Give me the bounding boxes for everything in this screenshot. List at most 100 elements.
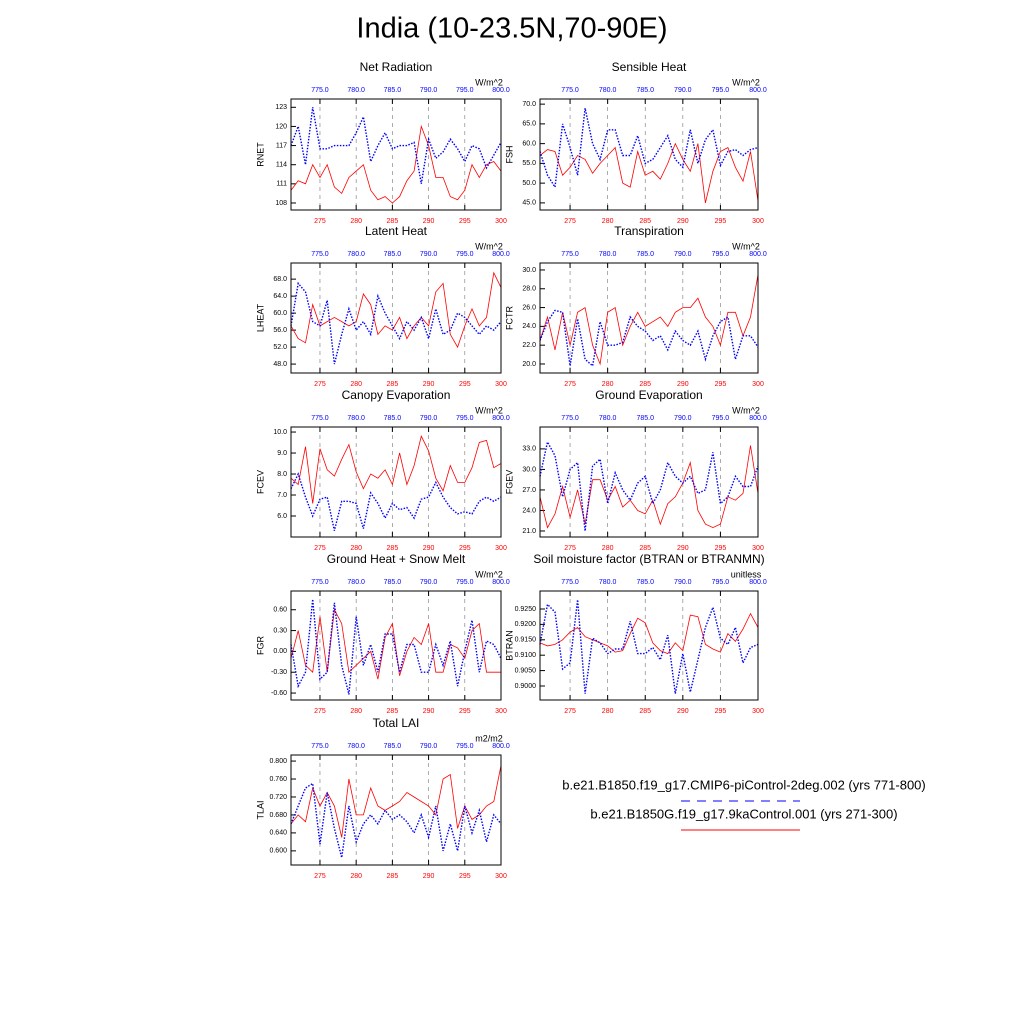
x-tick-label: 300: [752, 545, 764, 552]
x2-tick-label: 780.0: [599, 579, 617, 586]
x2-tick-label: 800.0: [492, 87, 510, 94]
units-label: W/m^2: [732, 77, 760, 87]
y-tick-label: 21.0: [522, 528, 536, 535]
y-tick-label: 20.0: [522, 361, 536, 368]
y-tick-label: 10.0: [273, 429, 287, 436]
x-tick-label: 290: [677, 708, 689, 715]
x-tick-label: 285: [639, 218, 651, 225]
y-tick-label: 0.800: [269, 758, 287, 765]
x-tick-label: 275: [314, 218, 326, 225]
y-tick-label: 111: [276, 181, 287, 188]
x2-tick-label: 780.0: [599, 251, 617, 258]
y-tick-label: 0.9150: [515, 637, 537, 644]
y-axis-label: BTRAN: [504, 630, 514, 661]
series-line: [290, 124, 502, 204]
series-line: [539, 107, 759, 190]
y-tick-label: 0.60: [273, 607, 287, 614]
x2-tick-label: 775.0: [311, 251, 329, 258]
x2-tick-label: 785.0: [384, 415, 402, 422]
x-tick-label: 295: [459, 873, 471, 880]
series-line: [539, 599, 759, 694]
plot-frame: [539, 426, 759, 538]
series-line: [539, 274, 759, 366]
x-tick-label: 300: [752, 708, 764, 715]
series-line: [290, 281, 502, 365]
series-line: [290, 599, 502, 695]
x-tick-label: 295: [459, 545, 471, 552]
plot-frame: [290, 590, 502, 701]
x-tick-label: 275: [564, 381, 576, 388]
x2-tick-label: 785.0: [384, 251, 402, 258]
y-axis-label: TLAI: [255, 800, 265, 819]
y-tick-label: 7.0: [277, 492, 287, 499]
x2-tick-label: 790.0: [674, 579, 692, 586]
y-tick-label: 48.0: [273, 361, 287, 368]
x2-tick-label: 795.0: [712, 579, 730, 586]
figure-title: India (10-23.5N,70-90E): [356, 13, 667, 45]
y-tick-label: 0.30: [273, 627, 287, 634]
x2-tick-label: 790.0: [420, 579, 438, 586]
y-axis-label: LHEAT: [255, 303, 265, 332]
y-tick-label: 0.9200: [515, 621, 537, 628]
y-tick-label: 120: [275, 123, 287, 130]
x2-tick-label: 780.0: [347, 743, 365, 750]
y-axis-label: FCTR: [504, 306, 514, 330]
y-tick-label: 24.0: [522, 507, 536, 514]
y-tick-label: 9.0: [277, 450, 287, 457]
units-label: unitless: [731, 569, 762, 579]
legend-label: b.e21.B1850.f19_g17.CMIP6-piControl-2deg…: [562, 777, 926, 792]
units-label: W/m^2: [475, 241, 503, 251]
x2-tick-label: 800.0: [749, 579, 767, 586]
x2-tick-label: 795.0: [456, 251, 474, 258]
y-axis-label: FGEV: [504, 470, 514, 495]
units-label: W/m^2: [732, 405, 760, 415]
x2-tick-label: 790.0: [674, 251, 692, 258]
y-tick-label: 0.9050: [515, 667, 537, 674]
y-tick-label: 22.0: [522, 342, 536, 349]
x-tick-label: 290: [423, 218, 435, 225]
x-tick-label: 275: [564, 545, 576, 552]
y-tick-label: 60.0: [273, 310, 287, 317]
x-tick-label: 295: [459, 218, 471, 225]
x2-tick-label: 795.0: [712, 415, 730, 422]
x2-tick-label: 780.0: [347, 87, 365, 94]
x-tick-label: 285: [639, 708, 651, 715]
x-tick-label: 280: [350, 873, 362, 880]
panel-title: Soil moisture factor (BTRAN or BTRANMN): [533, 552, 764, 566]
x-tick-label: 300: [495, 218, 507, 225]
x2-tick-label: 785.0: [384, 87, 402, 94]
y-tick-label: 70.0: [522, 101, 536, 108]
units-label: W/m^2: [732, 241, 760, 251]
y-axis-label: RNET: [255, 142, 265, 167]
units-label: W/m^2: [475, 77, 503, 87]
y-axis-label: FGR: [255, 636, 265, 655]
x2-tick-label: 790.0: [420, 87, 438, 94]
x2-tick-label: 800.0: [492, 579, 510, 586]
y-tick-label: 60.0: [522, 140, 536, 147]
x-tick-label: 295: [459, 381, 471, 388]
y-tick-label: 26.0: [522, 304, 536, 311]
y-tick-label: 68.0: [273, 276, 287, 283]
series-line: [290, 782, 502, 858]
y-axis-label: FCEV: [255, 470, 265, 494]
x2-tick-label: 785.0: [636, 251, 654, 258]
x-tick-label: 290: [677, 218, 689, 225]
x-tick-label: 275: [314, 873, 326, 880]
y-tick-label: 108: [275, 200, 287, 207]
y-tick-label: 117: [276, 142, 287, 149]
x2-tick-label: 780.0: [347, 415, 365, 422]
panel-title: Total LAI: [373, 716, 420, 730]
x2-tick-label: 795.0: [456, 415, 474, 422]
y-tick-label: -0.30: [271, 669, 287, 676]
x2-tick-label: 780.0: [599, 87, 617, 94]
series-line: [290, 472, 502, 531]
y-tick-label: 30.0: [522, 267, 536, 274]
x-tick-label: 275: [314, 545, 326, 552]
x-tick-label: 295: [715, 218, 727, 225]
x2-tick-label: 795.0: [712, 251, 730, 258]
panel-title: Sensible Heat: [612, 60, 687, 74]
series-line: [290, 435, 502, 504]
x2-tick-label: 775.0: [311, 87, 329, 94]
series-line: [539, 309, 759, 368]
plot-frame: [539, 262, 759, 374]
